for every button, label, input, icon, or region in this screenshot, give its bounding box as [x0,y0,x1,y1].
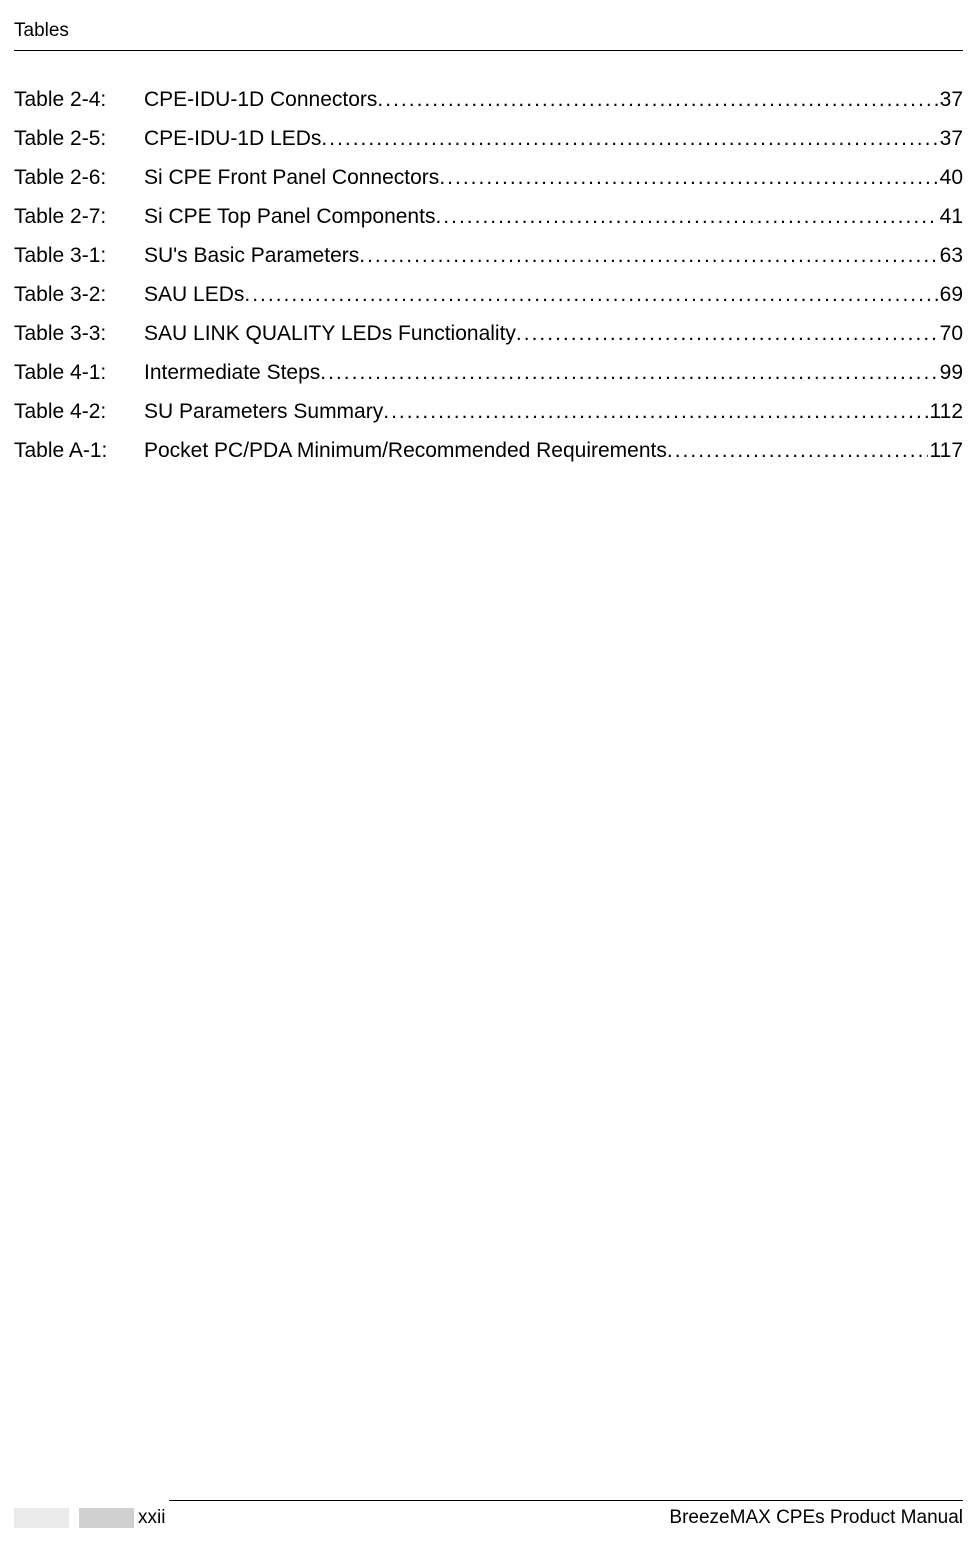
toc-label: Table 4-1: [14,361,144,385]
toc-dots: ........................................… [377,88,937,112]
toc-label: Table 2-6: [14,166,144,190]
toc-dots: ........................................… [321,127,937,151]
toc-label: Table 3-1: [14,244,144,268]
footer-left: xxii [14,1507,165,1529]
toc-entry: Table 4-1: Intermediate Steps ..........… [14,361,963,385]
footer-divider [169,1500,963,1501]
toc-entry: Table 2-7: Si CPE Top Panel Components .… [14,205,963,229]
toc-label: Table 3-3: [14,322,144,346]
toc-label: Table 2-5: [14,127,144,151]
toc-entry: Table 2-5: CPE-IDU-1D LEDs .............… [14,127,963,151]
page-number: xxii [138,1507,165,1529]
toc-dots: ........................................… [435,205,937,229]
toc-entry: Table A-1: Pocket PC/PDA Minimum/Recomme… [14,439,963,463]
toc-page: 63 [938,244,963,268]
toc-page: 112 [928,400,963,424]
toc-entry: Table 3-2: SAU LEDs ....................… [14,283,963,307]
toc-entry: Table 2-4: CPE-IDU-1D Connectors .......… [14,88,963,112]
toc-entry: Table 2-6: Si CPE Front Panel Connectors… [14,166,963,190]
toc-title: Si CPE Top Panel Components [144,205,435,229]
toc-page: 70 [938,322,963,346]
toc-title: Si CPE Front Panel Connectors [144,166,439,190]
toc-label: Table 3-2: [14,283,144,307]
toc-dots: ........................................… [244,283,937,307]
page-header: Tables [14,20,963,51]
toc-page: 99 [938,361,963,385]
page-footer: xxii BreezeMAX CPEs Product Manual [14,1500,963,1529]
toc-dots: ........................................… [359,244,937,268]
toc-title: CPE-IDU-1D LEDs [144,127,321,151]
toc-page: 69 [938,283,963,307]
toc-title: SU's Basic Parameters [144,244,359,268]
toc-dots: ........................................… [516,322,938,346]
toc-title: SAU LINK QUALITY LEDs Functionality [144,322,516,346]
footer-decoration-block [14,1508,69,1528]
toc-entry: Table 4-2: SU Parameters Summary .......… [14,400,963,424]
toc-dots: ........................................… [667,439,928,463]
toc-page: 37 [938,127,963,151]
toc-title: Intermediate Steps [144,361,320,385]
manual-title: BreezeMAX CPEs Product Manual [669,1507,963,1529]
toc-dots: ........................................… [320,361,937,385]
header-title: Tables [14,20,963,42]
toc-page: 37 [938,88,963,112]
footer-decoration-block [79,1508,134,1528]
toc-dots: ........................................… [439,166,937,190]
toc-dots: ........................................… [383,400,927,424]
toc-entry: Table 3-1: SU's Basic Parameters .......… [14,244,963,268]
toc-page: 40 [938,166,963,190]
footer-content: xxii BreezeMAX CPEs Product Manual [14,1507,963,1529]
toc-label: Table A-1: [14,439,144,463]
toc-title: SAU LEDs [144,283,244,307]
header-divider [14,50,963,51]
toc-title: SU Parameters Summary [144,400,383,424]
toc-title: CPE-IDU-1D Connectors [144,88,377,112]
toc-page: 41 [938,205,963,229]
toc-label: Table 2-4: [14,88,144,112]
toc-entry: Table 3-3: SAU LINK QUALITY LEDs Functio… [14,322,963,346]
toc-title: Pocket PC/PDA Minimum/Recommended Requir… [144,439,667,463]
toc-label: Table 2-7: [14,205,144,229]
toc-content: Table 2-4: CPE-IDU-1D Connectors .......… [14,88,963,478]
toc-page: 117 [928,439,963,463]
toc-label: Table 4-2: [14,400,144,424]
